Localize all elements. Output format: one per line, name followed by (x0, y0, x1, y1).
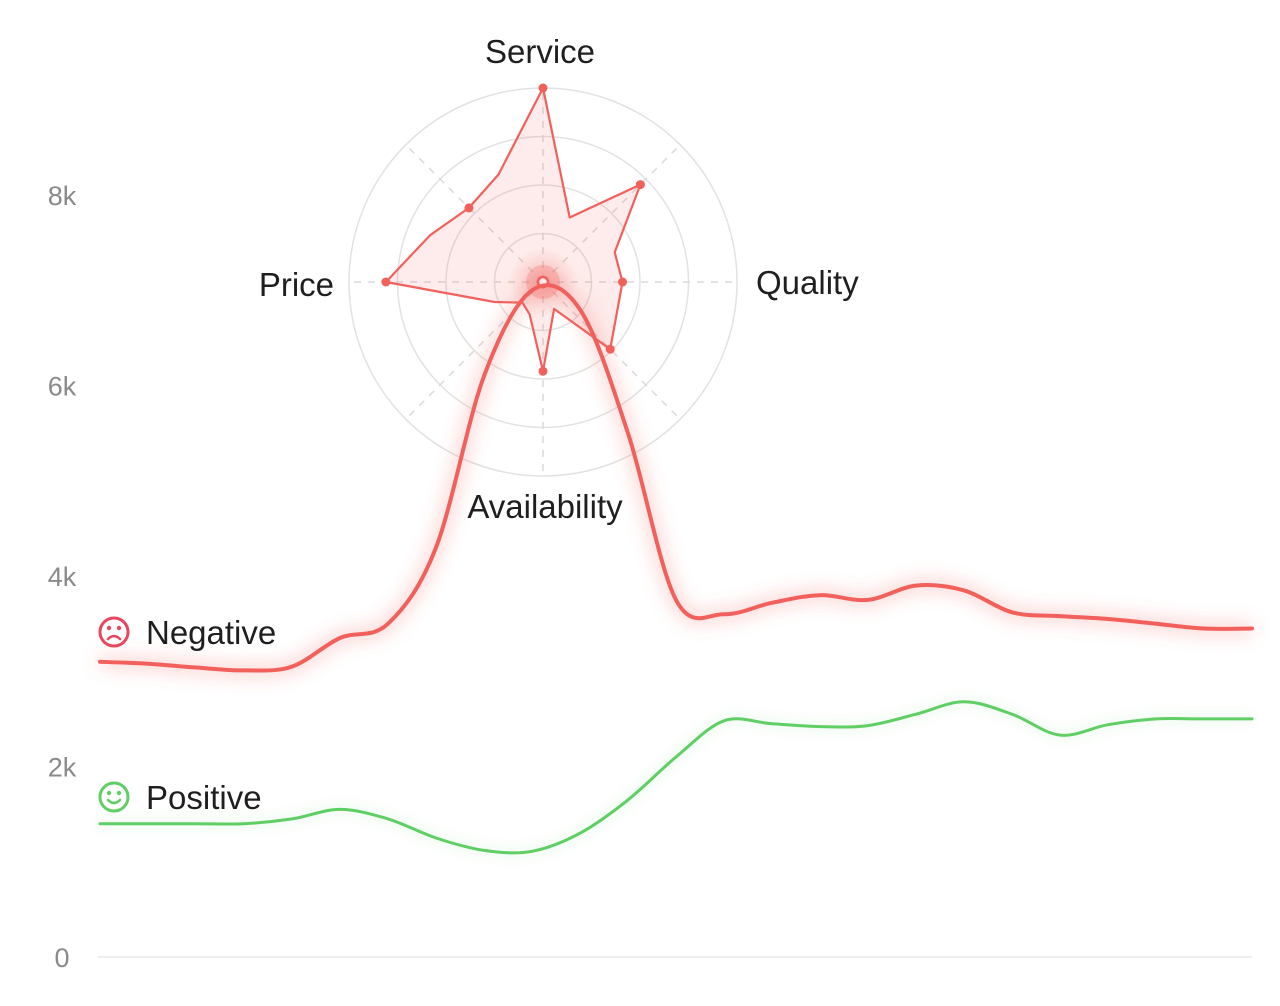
y-tick-label: 8k (48, 181, 77, 211)
series-line-negative (98, 283, 1254, 673)
radar-label-price: Price (259, 266, 334, 303)
radar-axis-labels: Service Quality Availability Price (259, 33, 859, 525)
y-tick-label: 0 (54, 943, 69, 973)
series-labels: Negative Positive (98, 614, 276, 816)
sad-face-icon (98, 616, 130, 648)
radar-point (635, 180, 645, 190)
smile-face-icon (98, 781, 130, 813)
radar-label-service: Service (485, 33, 595, 70)
radar-point (538, 366, 548, 376)
radar-label-availability: Availability (467, 488, 623, 525)
y-tick-label: 6k (48, 372, 77, 402)
radar-chart (348, 83, 738, 477)
radar-point (538, 83, 548, 93)
radar-point (618, 277, 628, 287)
radar-label-quality: Quality (756, 264, 859, 301)
radar-point (464, 203, 474, 213)
legend-positive: Positive (98, 779, 262, 816)
radar-ring (445, 184, 641, 380)
radar-point (381, 277, 391, 287)
series-line-positive (98, 700, 1254, 855)
legend-negative: Negative (98, 614, 276, 651)
series-label-positive: Positive (146, 779, 262, 816)
series-label-negative: Negative (146, 614, 276, 651)
y-axis: 0 2k 4k 6k 8k (48, 181, 77, 973)
y-tick-label: 2k (48, 753, 77, 783)
y-tick-label: 4k (48, 562, 77, 592)
series-glow-positive (100, 698, 1252, 857)
radar-polygon (384, 86, 642, 373)
line-series (98, 280, 1254, 857)
radar-point (605, 344, 615, 354)
series-glow-negative (99, 280, 1253, 676)
